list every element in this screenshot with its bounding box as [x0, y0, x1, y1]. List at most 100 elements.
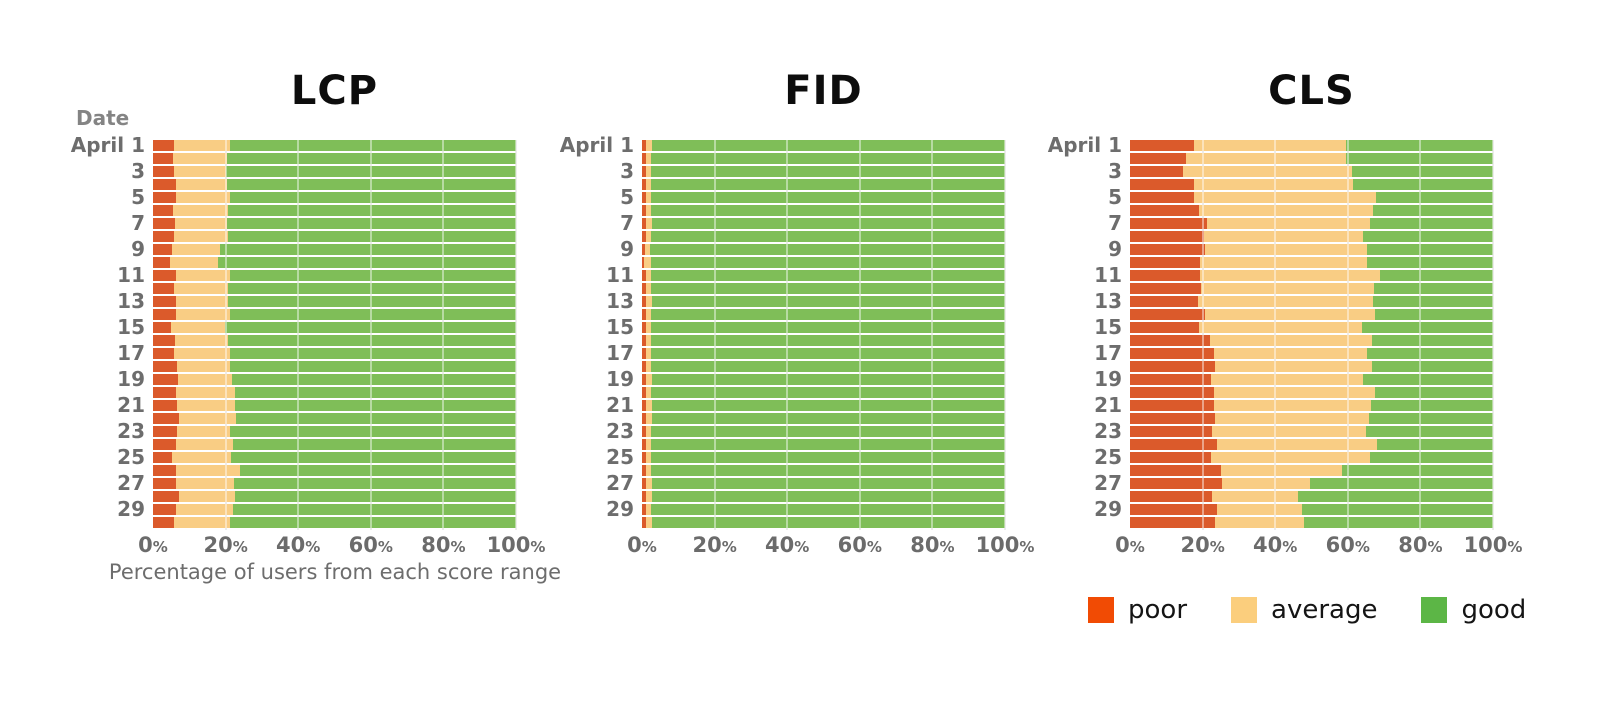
bar-segment-good — [651, 335, 1005, 346]
legend-label-average: average — [1271, 595, 1378, 625]
legend-item-good: good — [1421, 597, 1526, 623]
bar-row — [642, 361, 1005, 372]
bar-row — [1130, 244, 1493, 255]
x-tick-label-60: 60% — [837, 533, 882, 557]
bar-segment-poor — [153, 309, 176, 320]
bar-segment-average — [1220, 465, 1343, 476]
bar-segment-good — [651, 465, 1005, 476]
bar-segment-average — [176, 426, 230, 437]
bar-row — [1130, 270, 1493, 281]
bar-segment-good — [650, 257, 1005, 268]
bar-row — [153, 179, 516, 190]
bar-segment-poor — [1130, 192, 1195, 203]
bar-row — [642, 283, 1005, 294]
bar-segment-average — [172, 205, 228, 216]
plot-area-fid — [642, 140, 1006, 530]
bar-segment-average — [1200, 283, 1375, 294]
y-tick-label: 21 — [1094, 393, 1122, 418]
gridline-overlay-80 — [1419, 140, 1422, 530]
bar-segment-average — [175, 296, 229, 307]
bar-segment-poor — [642, 166, 646, 177]
bar-row — [1130, 153, 1493, 164]
bar-row — [1130, 192, 1493, 203]
bar-segment-good — [1366, 257, 1493, 268]
x-tick-label-40: 40% — [1253, 533, 1298, 557]
bar-segment-poor — [153, 244, 172, 255]
y-tick-label: 15 — [606, 315, 634, 340]
bar-segment-poor — [153, 517, 174, 528]
bar-row — [153, 491, 516, 502]
bar-segment-poor — [642, 452, 646, 463]
bar-segment-average — [645, 491, 652, 502]
bar-segment-poor — [1130, 374, 1211, 385]
y-tick-label: 23 — [1094, 419, 1122, 444]
bar-row — [153, 283, 516, 294]
bar-segment-poor — [642, 400, 646, 411]
bar-segment-average — [171, 322, 225, 333]
bar-segment-good — [1363, 231, 1493, 242]
bar-row — [642, 309, 1005, 320]
bar-row — [642, 478, 1005, 489]
bar-segment-good — [229, 270, 516, 281]
y-tick-label: 15 — [1094, 315, 1122, 340]
bar-segment-good — [1380, 270, 1493, 281]
bar-segment-average — [176, 439, 233, 450]
bar-segment-average — [173, 517, 231, 528]
bar-segment-average — [179, 491, 235, 502]
bar-segment-poor — [153, 231, 174, 242]
bar-segment-poor — [153, 166, 174, 177]
bar-row — [1130, 387, 1493, 398]
bar-row — [1130, 413, 1493, 424]
bar-segment-poor — [642, 218, 646, 229]
bar-row — [642, 166, 1005, 177]
bar-segment-poor — [642, 296, 646, 307]
bar-segment-poor — [642, 413, 646, 424]
x-tick-label-0: 0% — [627, 533, 657, 557]
bar-segment-good — [1366, 244, 1493, 255]
x-tick-label-40: 40% — [765, 533, 810, 557]
bar-segment-average — [646, 478, 652, 489]
bar-segment-average — [646, 374, 653, 385]
legend-swatch-good — [1421, 597, 1448, 623]
bar-segment-poor — [153, 465, 176, 476]
chart-title-lcp: LCP — [290, 68, 379, 114]
bar-segment-average — [175, 192, 230, 203]
legend: poor average good — [1088, 597, 1526, 623]
bar-row — [1130, 361, 1493, 372]
bar-segment-poor — [642, 348, 646, 359]
gridline-100 — [515, 140, 517, 530]
bar-row — [1130, 322, 1493, 333]
bar-segment-good — [651, 478, 1005, 489]
legend-item-poor: poor — [1088, 597, 1187, 623]
y-tick-label: 21 — [606, 393, 634, 418]
bar-segment-poor — [1130, 283, 1201, 294]
y-tick-label: 25 — [606, 445, 634, 470]
bar-segment-average — [1213, 400, 1371, 411]
bar-segment-good — [652, 374, 1005, 385]
bar-segment-good — [651, 491, 1005, 502]
bar-segment-average — [1194, 179, 1353, 190]
y-tick-label: 13 — [117, 289, 145, 314]
bar-segment-poor — [642, 439, 646, 450]
bar-segment-poor — [642, 465, 646, 476]
bar-segment-average — [173, 348, 230, 359]
bar-row — [642, 192, 1005, 203]
x-tick-label-60: 60% — [1325, 533, 1370, 557]
bar-segment-average — [178, 413, 237, 424]
bar-segment-average — [1183, 166, 1352, 177]
bar-segment-poor — [1130, 426, 1213, 437]
bar-row — [1130, 400, 1493, 411]
bar-segment-good — [1366, 348, 1493, 359]
x-tick-label-100: 100% — [975, 533, 1035, 557]
bar-segment-poor — [153, 478, 177, 489]
bar-segment-good — [651, 426, 1005, 437]
bar-segment-average — [645, 400, 652, 411]
bar-segment-average — [176, 270, 230, 281]
bar-segment-poor — [642, 231, 646, 242]
x-axis-caption: Percentage of users from each score rang… — [108, 560, 562, 584]
bar-row — [153, 452, 516, 463]
bar-segment-good — [651, 192, 1005, 203]
bar-segment-good — [651, 413, 1005, 424]
bar-segment-average — [645, 192, 652, 203]
bar-segment-average — [1205, 309, 1376, 320]
